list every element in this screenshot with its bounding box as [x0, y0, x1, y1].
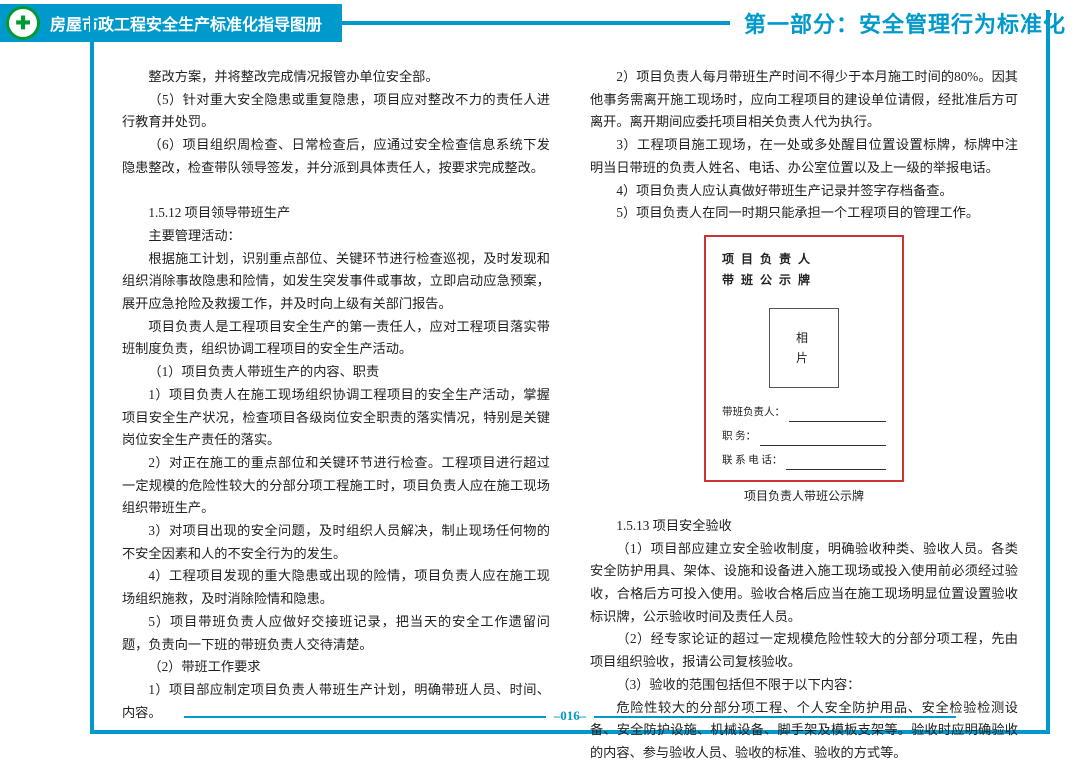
body-paragraph: 5）项目负责人在同一时期只能承担一个工程项目的管理工作。 — [590, 202, 1018, 225]
page-frame: 整改方案，并将整改完成情况报管办单位安全部。（5）针对重大安全隐患或重复隐患，项… — [90, 10, 1050, 734]
body-paragraph: 3）工程项目施工现场，在一处或多处醒目位置设置标牌，标牌中注明当日带班的负责人姓… — [590, 134, 1018, 179]
body-paragraph: （2）带班工作要求 — [122, 656, 550, 679]
body-paragraph: 1.5.12 项目领导带班生产 — [122, 202, 550, 225]
page-number: –016– — [94, 708, 1046, 724]
body-paragraph: （5）针对重大安全隐患或重复隐患，项目应对整改不力的责任人进行教育并处罚。 — [122, 89, 550, 134]
body-paragraph: 3）对项目出现的安全问题，及时组织人员解决，制止现场任何物的不安全因素和人的不安… — [122, 520, 550, 565]
board-field-post: 职 务： — [722, 428, 886, 446]
board-field-leader: 带班负责人： — [722, 404, 886, 422]
body-paragraph: 项目负责人是工程项目安全生产的第一责任人，应对工程项目落实带班制度负责，组织协调… — [122, 316, 550, 361]
safety-logo-icon: ✚ — [6, 6, 40, 40]
body-paragraph: （1）项目部应建立安全验收制度，明确验收种类、验收人员。各类安全防护用具、架体、… — [590, 538, 1018, 629]
body-paragraph: （1）项目负责人带班生产的内容、职责 — [122, 361, 550, 384]
body-paragraph: 危险性较大的分部分项工程、个人安全防护用品、安全检验检测设备、安全防护设施、机械… — [590, 697, 1018, 765]
body-paragraph: 1）项目负责人在施工现场组织协调工程项目的安全生产活动，掌握项目安全生产状况，检… — [122, 384, 550, 452]
body-paragraph: 根据施工计划，识别重点部位、关键环节进行检查巡视，及时发现和组织消除事故隐患和险… — [122, 248, 550, 316]
body-paragraph: （3）验收的范围包括但不限于以下内容： — [590, 674, 1018, 697]
board-field-phone: 联 系 电 话： — [722, 452, 886, 470]
body-paragraph: 2）对正在施工的重点部位和关键环节进行检查。工程项目进行超过一定规模的危险性较大… — [122, 452, 550, 520]
body-paragraph — [122, 180, 550, 203]
board-caption: 项目负责人带班公示牌 — [590, 486, 1018, 507]
body-paragraph: 4）工程项目发现的重大隐患或出现的险情，项目负责人应在施工现场组织施救，及时消除… — [122, 565, 550, 610]
body-paragraph: 整改方案，并将整改完成情况报管办单位安全部。 — [122, 66, 550, 89]
right-column: 2）项目负责人每月带班生产时间不得少于本月施工时间的80%。因其他事务需离开施工… — [590, 66, 1018, 700]
photo-placeholder: 相片 — [769, 308, 839, 388]
body-paragraph: 2）项目负责人每月带班生产时间不得少于本月施工时间的80%。因其他事务需离开施工… — [590, 66, 1018, 134]
body-paragraph: 1.5.13 项目安全验收 — [590, 515, 1018, 538]
body-paragraph: 主要管理活动： — [122, 225, 550, 248]
body-paragraph: （2）经专家论证的超过一定规模危险性较大的分部分项工程，先由项目组织验收，报请公… — [590, 628, 1018, 673]
left-column: 整改方案，并将整改完成情况报管办单位安全部。（5）针对重大安全隐患或重复隐患，项… — [122, 66, 550, 700]
body-paragraph: 4）项目负责人应认真做好带班生产记录并签字存档备查。 — [590, 180, 1018, 203]
body-paragraph: 5）项目带班负责人应做好交接班记录，把当天的安全工作遗留问题，负责向一下班的带班… — [122, 611, 550, 656]
shift-board-figure: 项 目 负 责 人 带 班 公 示 牌 相片 带班负责人： 职 务： 联 系 电… — [704, 235, 904, 482]
board-title-2: 带 班 公 示 牌 — [722, 270, 886, 291]
body-paragraph: （6）项目组织周检查、日常检查后，应通过安全检查信息系统下发隐患整改，检查带队领… — [122, 134, 550, 179]
body-columns: 整改方案，并将整改完成情况报管办单位安全部。（5）针对重大安全隐患或重复隐患，项… — [122, 66, 1018, 700]
board-title-1: 项 目 负 责 人 — [722, 249, 886, 270]
